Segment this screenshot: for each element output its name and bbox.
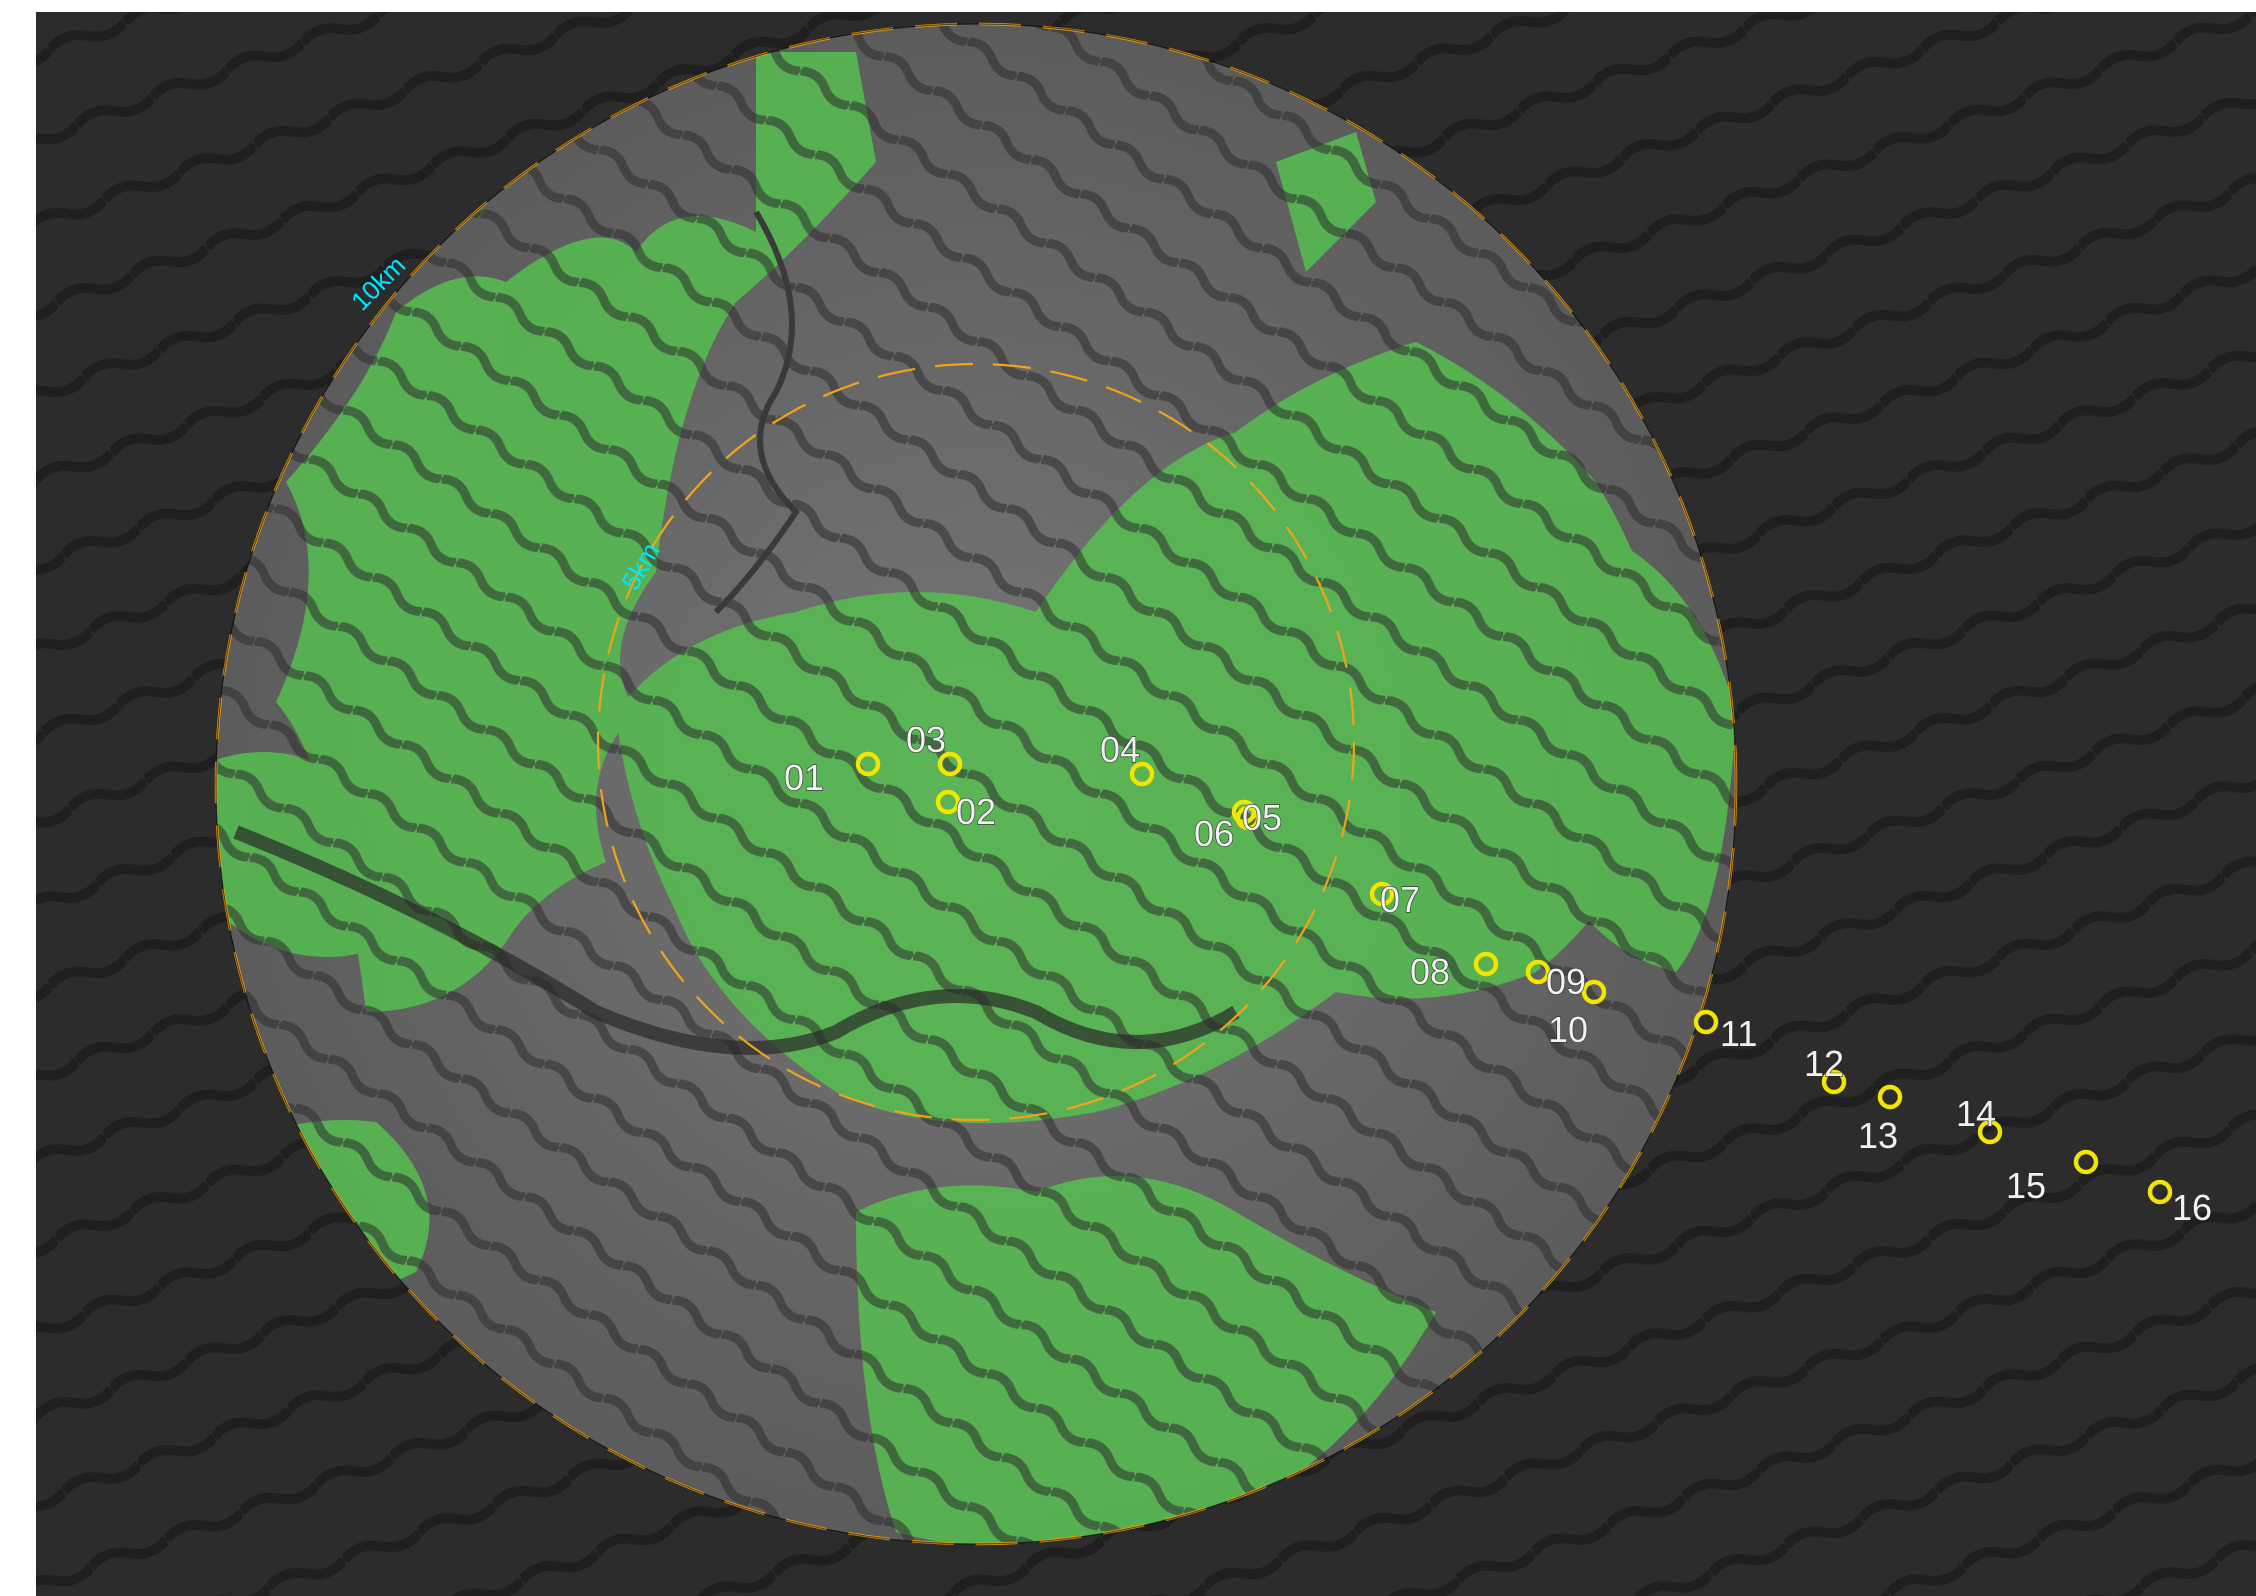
site-label-12: 12 (1804, 1043, 1844, 1084)
site-label-11: 11 (1720, 1013, 1757, 1054)
site-label-03: 03 (906, 719, 946, 760)
site-label-07: 07 (1380, 879, 1420, 920)
satellite-map: 10km 5km 01 02 03 04 05 (36, 12, 2256, 1596)
site-label-15: 15 (2006, 1165, 2046, 1206)
site-label-16: 16 (2172, 1187, 2212, 1228)
site-label-08: 08 (1410, 951, 1450, 992)
site-label-09: 09 (1546, 961, 1586, 1002)
site-label-10: 10 (1548, 1009, 1588, 1050)
site-label-13: 13 (1858, 1115, 1898, 1156)
site-label-05: 05 (1242, 797, 1282, 838)
site-label-02: 02 (956, 791, 996, 832)
site-label-01: 01 (784, 757, 824, 798)
site-label-14: 14 (1956, 1093, 1996, 1134)
drainage-texture (216, 24, 1736, 1544)
site-label-04: 04 (1100, 729, 1140, 770)
map-frame[interactable]: 10km 5km 01 02 03 04 05 (36, 12, 2256, 1596)
site-label-06: 06 (1194, 813, 1234, 854)
